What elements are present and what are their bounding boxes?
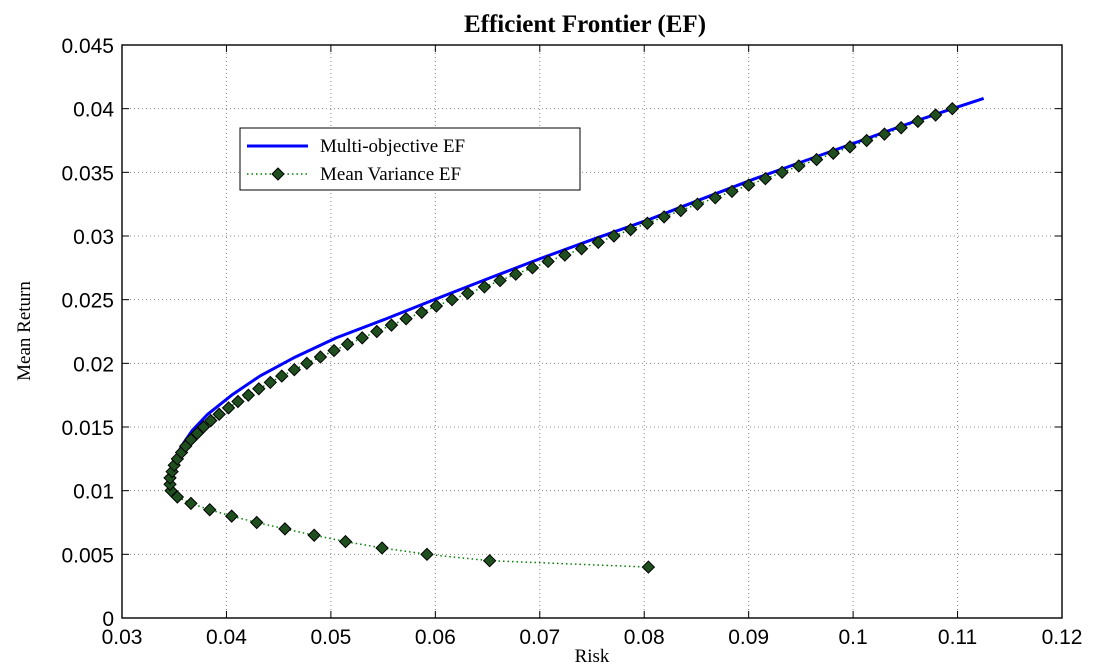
mean-variance-point bbox=[307, 528, 321, 542]
mean-variance-point bbox=[221, 401, 236, 415]
y-axis-label: Mean Return bbox=[14, 281, 35, 381]
y-tick-label: 0.005 bbox=[61, 544, 114, 567]
y-tick-label: 0.04 bbox=[73, 99, 114, 122]
x-tick-label: 0.11 bbox=[938, 626, 977, 649]
mean-variance-point bbox=[355, 331, 369, 345]
mean-variance-point bbox=[461, 286, 475, 301]
mean-variance-point bbox=[370, 324, 384, 339]
y-tick-label: 0.01 bbox=[73, 481, 114, 504]
mean-variance-point bbox=[509, 267, 523, 281]
mean-variance-point bbox=[252, 382, 266, 396]
mean-variance-point bbox=[300, 356, 314, 371]
mean-variance-point bbox=[287, 362, 302, 377]
mean-variance-point bbox=[275, 369, 289, 383]
y-tick-label: 0.03 bbox=[73, 226, 114, 249]
mean-variance-point bbox=[340, 337, 355, 351]
x-tick-label: 0.1 bbox=[839, 626, 868, 649]
mean-variance-point bbox=[384, 318, 399, 332]
mean-variance-point bbox=[203, 503, 217, 517]
mean-variance-point bbox=[741, 178, 756, 192]
mean-variance-point bbox=[591, 235, 605, 250]
x-tick-label: 0.03 bbox=[102, 626, 143, 649]
mean-variance-point bbox=[623, 222, 638, 237]
mean-variance-point bbox=[196, 420, 211, 434]
mean-variance-point bbox=[859, 133, 874, 148]
mean-variance-point bbox=[674, 203, 688, 218]
mean-variance-point bbox=[843, 140, 857, 154]
mean-variance-point bbox=[641, 560, 656, 574]
x-tick-label: 0.12 bbox=[1042, 626, 1083, 649]
mean-variance-point bbox=[493, 273, 507, 288]
mean-variance-point bbox=[725, 184, 739, 199]
mean-variance-point bbox=[313, 350, 328, 364]
mean-variance-point bbox=[541, 254, 555, 269]
mean-variance-point bbox=[877, 127, 892, 141]
x-tick-label: 0.07 bbox=[519, 626, 560, 649]
mean-variance-point bbox=[945, 101, 960, 116]
legend-marker-mean-variance bbox=[271, 167, 285, 181]
mean-variance-point bbox=[928, 108, 943, 122]
mean-variance-point bbox=[241, 388, 256, 402]
mean-variance-point bbox=[477, 280, 492, 294]
mean-variance-point bbox=[250, 515, 264, 530]
mean-variance-point bbox=[482, 553, 497, 568]
y-tick-label: 0.02 bbox=[73, 353, 114, 376]
mean-variance-point bbox=[775, 165, 789, 180]
y-tick-label: 0.035 bbox=[61, 162, 114, 185]
mean-variance-point bbox=[525, 261, 540, 275]
mean-variance-point bbox=[574, 242, 589, 256]
mean-variance-point bbox=[640, 216, 655, 230]
x-axis-ticks: 0.03 0.04 0.05 0.06 0.07 0.08 0.09 0.1 0.11 0.12 bbox=[102, 45, 1083, 649]
mean-variance-point bbox=[657, 210, 671, 224]
mean-variance-point bbox=[809, 152, 824, 167]
x-tick-label: 0.05 bbox=[310, 626, 351, 649]
y-tick-label: 0 bbox=[102, 608, 114, 631]
mean-variance-point bbox=[415, 305, 429, 320]
chart-title: Efficient Frontier (EF) bbox=[464, 11, 706, 38]
mean-variance-point bbox=[911, 114, 925, 129]
plot-area-border bbox=[121, 44, 1063, 619]
mean-variance-point bbox=[338, 534, 353, 549]
mean-variance-point bbox=[607, 229, 621, 243]
mean-variance-point bbox=[399, 312, 413, 326]
mean-variance-point bbox=[690, 197, 705, 211]
mean-variance-point bbox=[758, 171, 773, 186]
x-tick-label: 0.06 bbox=[415, 626, 456, 649]
legend-label-mean-variance: Mean Variance EF bbox=[320, 164, 461, 185]
y-tick-label: 0.025 bbox=[61, 290, 114, 313]
mean-variance-point bbox=[204, 413, 218, 428]
mean-variance-point bbox=[231, 394, 245, 409]
mean-variance-point bbox=[429, 299, 444, 313]
mean-variance-point bbox=[558, 248, 572, 262]
legend: Multi-objective EF Mean Variance EF bbox=[239, 127, 581, 191]
mean-variance-point bbox=[826, 146, 840, 160]
y-tick-label: 0.045 bbox=[61, 35, 114, 58]
mean-variance-point bbox=[278, 522, 292, 536]
mean-variance-point bbox=[263, 375, 278, 390]
mean-variance-point bbox=[792, 159, 806, 173]
mean-variance-point bbox=[420, 547, 434, 562]
legend-box bbox=[239, 127, 581, 191]
y-axis-ticks: 0 0.005 0.01 0.015 0.02 0.025 0.03 0.035 0.04 0.0… bbox=[61, 35, 1062, 631]
x-tick-label: 0.08 bbox=[624, 626, 665, 649]
mean-variance-point bbox=[375, 541, 389, 555]
mean-variance-point bbox=[212, 407, 226, 421]
x-tick-label: 0.04 bbox=[206, 626, 247, 649]
mean-variance-point bbox=[708, 191, 722, 205]
x-axis-label: Risk bbox=[575, 646, 610, 664]
mean-variance-point bbox=[445, 292, 459, 307]
y-tick-label: 0.015 bbox=[61, 417, 114, 440]
mean-variance-point bbox=[894, 121, 908, 135]
series-layer bbox=[163, 97, 985, 574]
legend-label-multi-objective: Multi-objective EF bbox=[320, 136, 465, 157]
mean-variance-point bbox=[327, 343, 341, 358]
mean-variance-point bbox=[184, 496, 198, 511]
x-tick-label: 0.09 bbox=[728, 626, 769, 649]
mean-variance-point bbox=[224, 509, 239, 523]
